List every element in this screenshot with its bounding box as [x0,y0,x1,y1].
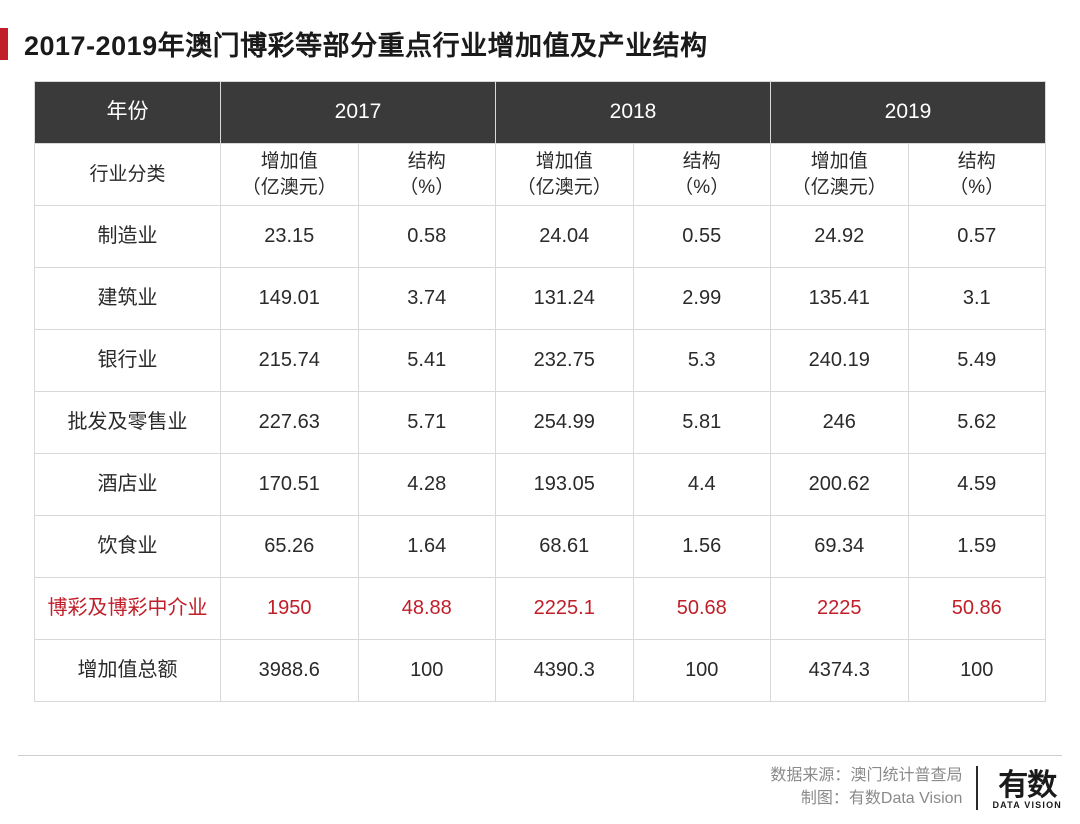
subcol-2018-value: 增加值（亿澳元） [496,144,634,206]
cell: 135.41 [771,268,909,330]
cell: 200.62 [771,454,909,516]
cell: 232.75 [496,330,634,392]
year-label-cell: 年份 [35,82,221,144]
year-2017: 2017 [221,82,496,144]
source-value: 澳门统计普查局 [850,767,962,784]
cell: 240.19 [771,330,909,392]
row-label-header: 行业分类 [35,144,221,206]
cell: 68.61 [496,516,634,578]
subcol-2017-pct: 结构（%） [358,144,496,206]
cell: 170.51 [221,454,359,516]
cell: 69.34 [771,516,909,578]
subcol-2019-value: 增加值（亿澳元） [771,144,909,206]
cell: 1.56 [633,516,771,578]
cell: 1.59 [908,516,1046,578]
cell: 4374.3 [771,640,909,702]
cell: 1950 [221,578,359,640]
row-label: 酒店业 [35,454,221,516]
page-title: 2017-2019年澳门博彩等部分重点行业增加值及产业结构 [24,24,708,63]
table-subhead-row: 行业分类 增加值（亿澳元） 结构（%） 增加值（亿澳元） 结构（%） 增加值（亿… [35,144,1046,206]
title-block: 2017-2019年澳门博彩等部分重点行业增加值及产业结构 [0,0,1080,81]
cell: 5.3 [633,330,771,392]
row-label: 博彩及博彩中介业 [35,578,221,640]
cell: 4.4 [633,454,771,516]
subcol-2018-pct: 结构（%） [633,144,771,206]
cell: 5.71 [358,392,496,454]
chart-label: 制图： [801,790,849,807]
cell: 65.26 [221,516,359,578]
table-row: 增加值总额3988.61004390.31004374.3100 [35,640,1046,702]
cell: 50.86 [908,578,1046,640]
table-row: 饮食业65.261.6468.611.5669.341.59 [35,516,1046,578]
cell: 100 [633,640,771,702]
cell: 4.28 [358,454,496,516]
table-row: 博彩及博彩中介业195048.882225.150.68222550.86 [35,578,1046,640]
cell: 5.41 [358,330,496,392]
row-label: 饮食业 [35,516,221,578]
cell: 3.1 [908,268,1046,330]
cell: 254.99 [496,392,634,454]
table-row: 批发及零售业227.635.71254.995.812465.62 [35,392,1046,454]
table-row: 制造业23.150.5824.040.5524.920.57 [35,206,1046,268]
cell: 4390.3 [496,640,634,702]
year-2018: 2018 [496,82,771,144]
cell: 5.62 [908,392,1046,454]
table-region: 年份 2017 2018 2019 行业分类 增加值（亿澳元） 结构（%） 增加… [0,81,1080,702]
title-accent-bar [0,28,8,60]
table-row: 建筑业149.013.74131.242.99135.413.1 [35,268,1046,330]
cell: 50.68 [633,578,771,640]
table-row: 酒店业170.514.28193.054.4200.624.59 [35,454,1046,516]
cell: 100 [358,640,496,702]
year-2019: 2019 [771,82,1046,144]
footer-logo: 有数 DATA VISION [992,771,1062,810]
cell: 2.99 [633,268,771,330]
cell: 24.04 [496,206,634,268]
cell: 23.15 [221,206,359,268]
table-head-row-years: 年份 2017 2018 2019 [35,82,1046,144]
source-label: 数据来源： [770,767,850,784]
row-label: 增加值总额 [35,640,221,702]
subcol-2019-pct: 结构（%） [908,144,1046,206]
cell: 100 [908,640,1046,702]
subcol-2017-value: 增加值（亿澳元） [221,144,359,206]
cell: 0.58 [358,206,496,268]
cell: 3988.6 [221,640,359,702]
cell: 5.81 [633,392,771,454]
cell: 0.55 [633,206,771,268]
footer: 数据来源：澳门统计普查局 制图：有数Data Vision 有数 DATA VI… [770,764,1062,810]
chart-value: 有数Data Vision [849,790,963,807]
table-head: 年份 2017 2018 2019 [35,82,1046,144]
cell: 48.88 [358,578,496,640]
cell: 227.63 [221,392,359,454]
table-body: 行业分类 增加值（亿澳元） 结构（%） 增加值（亿澳元） 结构（%） 增加值（亿… [35,144,1046,702]
cell: 4.59 [908,454,1046,516]
cell: 131.24 [496,268,634,330]
footer-divider [18,755,1062,756]
footer-credits: 数据来源：澳门统计普查局 制图：有数Data Vision [770,764,962,810]
cell: 3.74 [358,268,496,330]
cell: 193.05 [496,454,634,516]
row-label: 批发及零售业 [35,392,221,454]
cell: 246 [771,392,909,454]
cell: 24.92 [771,206,909,268]
table-row: 银行业215.745.41232.755.3240.195.49 [35,330,1046,392]
footer-logo-main: 有数 [998,771,1056,801]
cell: 1.64 [358,516,496,578]
footer-logo-sub: DATA VISION [992,801,1062,810]
cell: 2225 [771,578,909,640]
row-label: 银行业 [35,330,221,392]
cell: 215.74 [221,330,359,392]
cell: 0.57 [908,206,1046,268]
footer-separator [976,766,978,810]
cell: 149.01 [221,268,359,330]
data-table: 年份 2017 2018 2019 行业分类 增加值（亿澳元） 结构（%） 增加… [34,81,1046,702]
row-label: 建筑业 [35,268,221,330]
row-label: 制造业 [35,206,221,268]
cell: 2225.1 [496,578,634,640]
cell: 5.49 [908,330,1046,392]
